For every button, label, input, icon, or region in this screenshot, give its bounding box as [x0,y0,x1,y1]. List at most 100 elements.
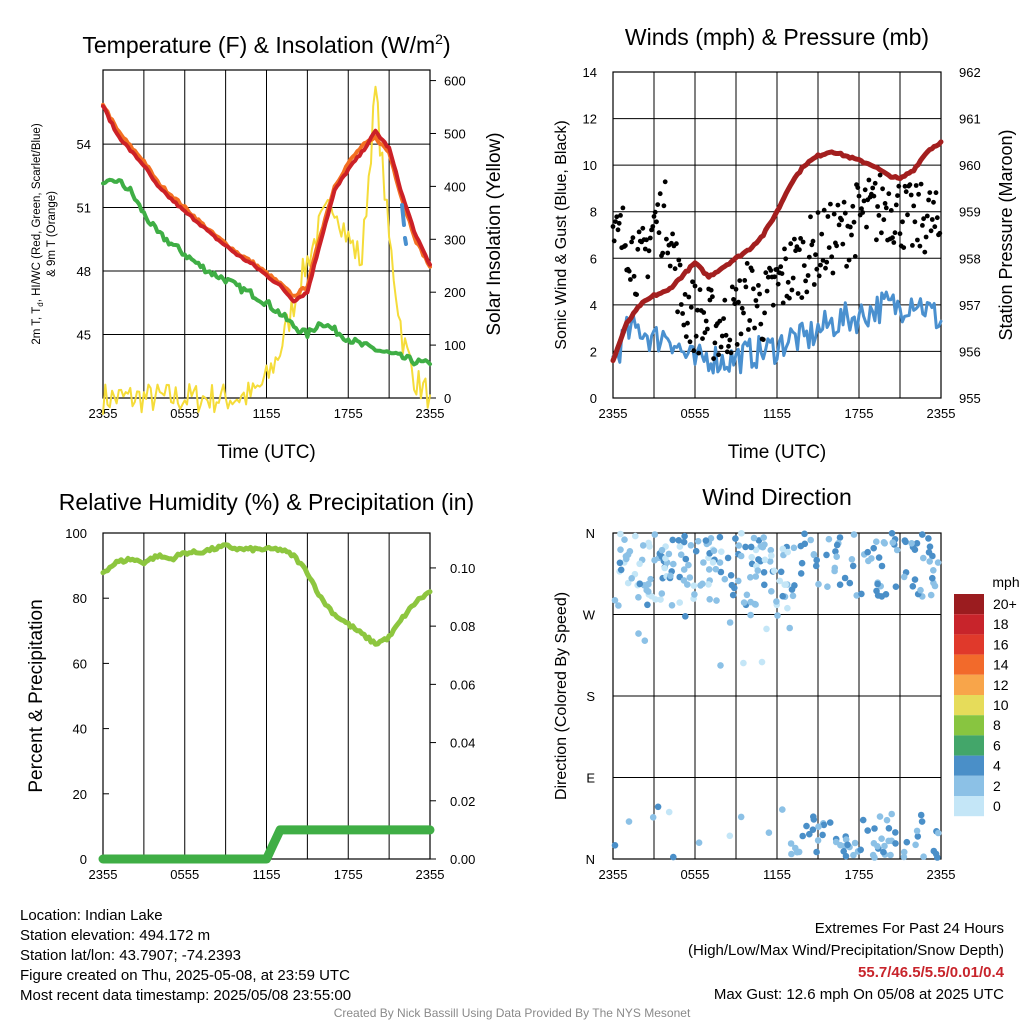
y-tick-label-left: 14 [583,65,597,80]
direction-point [692,547,700,555]
direction-point [935,829,942,837]
extremes-header: Extremes For Past 24 Hours [814,920,1004,937]
y-tick-label-right: 0.02 [450,794,475,809]
gust-point [661,203,667,209]
gust-point [756,283,761,288]
gust-point [824,259,830,265]
gust-point [651,214,657,219]
max-gust: Max Gust: 12.6 mph On 05/08 at 2025 UTC [713,986,1004,1003]
direction-point [833,541,841,549]
y-tick-label-right: 958 [959,251,981,266]
gust-point [782,246,787,252]
gust-point [762,310,767,316]
direction-point [806,830,813,838]
gust-point [665,250,671,256]
y-axis-label-left-line2: & 9m T (Orange) [46,191,58,277]
legend-swatch [954,634,984,655]
x-tick-label: 1155 [763,867,791,882]
series-line [98,825,435,864]
gust-point [660,250,666,256]
direction-point [777,568,785,576]
direction-point [665,550,673,558]
direction-point [724,554,732,562]
figure-created: Figure created on Thu, 2025-05-08, at 23… [20,967,350,984]
gust-point [886,191,892,197]
direction-point [687,542,695,549]
direction-point [909,583,917,590]
gust-point [923,234,929,240]
direction-point [676,543,684,550]
gust-point [882,201,888,206]
gust-point [915,237,920,243]
station-info: Location: Indian Lake Station elevation:… [20,906,351,1006]
gust-point [726,343,731,349]
direction-point [632,532,639,540]
legend-swatch [954,775,984,796]
direction-point [888,530,896,537]
direction-point [917,811,925,819]
y-tick-label-right: 956 [959,344,981,359]
gust-point [934,215,940,221]
direction-point [624,579,632,587]
legend-label: 16 [993,636,1009,652]
direction-point [761,556,769,564]
gust-point [790,275,796,281]
y-tick-label-right: 959 [959,205,981,220]
series-line [102,85,431,415]
legend-label: 10 [993,697,1009,713]
direction-point [790,544,798,552]
legend-label: 4 [993,758,1001,774]
y-tick-label-right: 300 [444,232,466,247]
direction-point [760,534,767,541]
gust-point [746,327,751,332]
gust-point [872,180,878,186]
gust-point [820,258,826,263]
legend-label: 18 [993,616,1009,632]
y-axis-label-left: Direction (Colored By Speed) [553,592,570,800]
gust-point [770,302,776,308]
direction-point [699,580,706,588]
gust-point [804,289,810,295]
x-tick-label: 1755 [845,406,874,421]
direction-point [652,596,659,603]
gust-point [710,294,715,300]
direction-point [617,530,624,538]
direction-point [885,825,893,832]
gust-point [701,310,707,315]
gust-point [826,245,832,251]
direction-point [841,574,849,582]
direction-point [920,554,927,562]
direction-point [705,581,712,588]
gust-point [615,227,621,233]
direction-point [918,818,926,825]
station-latlon: Station lat/lon: 43.7907; -74.2393 [20,947,242,964]
direction-point [750,534,758,542]
gust-point [683,334,689,339]
direction-point [812,562,820,570]
gust-point [929,217,935,222]
gust-point [890,235,895,241]
gust-point [623,243,628,248]
direction-point [788,850,795,858]
gust-point [839,217,844,223]
gust-point [892,230,898,236]
gust-point [859,206,864,212]
gust-point [880,186,885,192]
direction-point [920,853,927,860]
gust-point [650,224,656,229]
gust-point [809,242,815,248]
direction-point [747,598,754,606]
y-tick-label-right: 600 [444,74,466,89]
direction-point [685,561,692,569]
direction-point [786,624,793,632]
direction-point [779,545,787,553]
direction-point [726,619,734,626]
direction-point [759,543,767,551]
gust-point [788,241,794,247]
gust-point [634,292,639,297]
gust-point [757,291,762,297]
direction-point [623,555,630,563]
direction-point [755,556,762,563]
direction-point [914,833,922,840]
gust-point [628,277,633,282]
